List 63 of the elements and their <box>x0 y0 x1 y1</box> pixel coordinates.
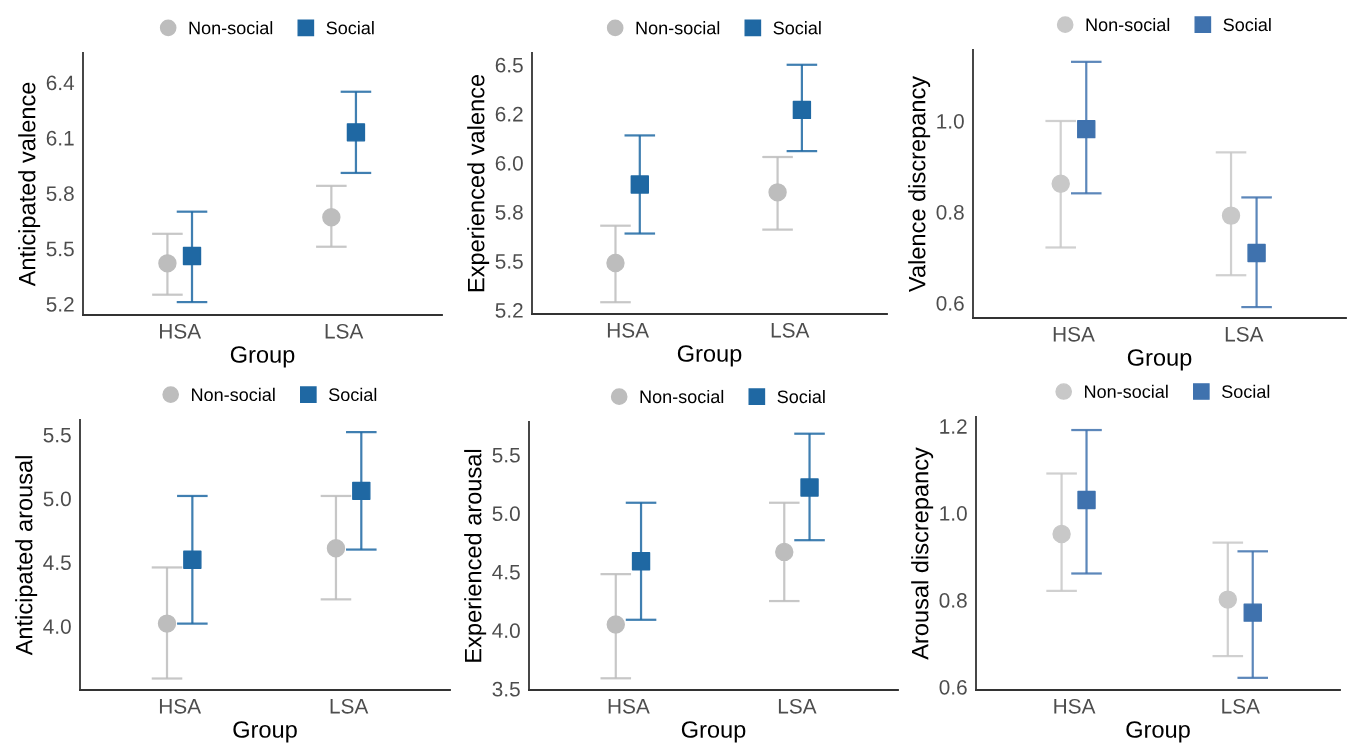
y-tick-label: 6.0 <box>495 155 523 171</box>
x-tick-label: LSA <box>778 698 817 714</box>
y-axis-title: Experienced arousal <box>464 449 487 662</box>
y-axis-title: Arousal discrepancy <box>911 447 934 660</box>
y-tick-label: 5.5 <box>495 254 523 269</box>
legend-label: Non-social <box>189 21 273 35</box>
y-axis-title: Anticipated arousal <box>15 456 38 656</box>
x-tick-label: HSA <box>1053 326 1095 342</box>
x-tick-label: HSA <box>159 698 202 714</box>
legend-label: Social <box>777 389 825 404</box>
y-tick-label: 4.0 <box>492 623 520 639</box>
y-tick-label: 5.8 <box>46 186 74 201</box>
legend-label: Social <box>326 21 374 35</box>
x-tick-label: LSA <box>325 323 364 339</box>
legend-label: Non-social <box>1086 17 1170 32</box>
x-axis-title: Group <box>681 721 746 743</box>
y-axis-title: Experienced valence <box>467 74 490 292</box>
y-tick-label: 6.2 <box>495 106 523 122</box>
legend-label: Social <box>1223 17 1271 32</box>
y-tick-label: 1.0 <box>940 506 967 521</box>
legend-label: Non-social <box>192 387 275 402</box>
x-tick-label: LSA <box>330 698 369 714</box>
y-tick-label: 3.5 <box>492 681 520 697</box>
x-axis-title: Group <box>1126 721 1190 743</box>
x-tick-label: LSA <box>1225 326 1264 342</box>
y-tick-label: 6.1 <box>46 130 74 146</box>
x-axis-title: Group <box>230 346 295 368</box>
x-tick-label: HSA <box>607 322 650 338</box>
legend-label: Non-social <box>1085 384 1168 399</box>
y-tick-label: 5.0 <box>43 491 71 507</box>
y-tick-label: 5.5 <box>492 447 520 463</box>
y-tick-label: 5.0 <box>492 506 520 522</box>
x-tick-label: LSA <box>771 322 810 338</box>
y-tick-label: 4.5 <box>43 555 71 571</box>
y-tick-label: 5.2 <box>46 296 74 312</box>
y-tick-label: 6.5 <box>495 57 523 73</box>
y-tick-label: 0.6 <box>936 295 964 311</box>
y-tick-label: 5.2 <box>495 303 523 318</box>
x-tick-label: HSA <box>1054 698 1096 714</box>
x-tick-label: HSA <box>608 698 650 714</box>
x-tick-label: HSA <box>160 323 202 339</box>
y-tick-label: 5.8 <box>495 204 523 220</box>
y-tick-label: 4.5 <box>492 565 520 580</box>
x-axis-title: Group <box>677 345 742 367</box>
legend-label: Social <box>1222 384 1270 399</box>
x-axis-title: Group <box>233 721 297 743</box>
y-tick-label: 0.8 <box>939 593 967 608</box>
legend-label: Social <box>329 387 377 402</box>
x-tick-label: LSA <box>1222 698 1260 714</box>
y-tick-label: 0.6 <box>939 679 967 695</box>
y-axis-title: Valence discrepancy <box>908 75 931 292</box>
x-axis-title: Group <box>1127 349 1192 371</box>
y-tick-label: 6.4 <box>46 75 75 91</box>
legend-label: Social <box>773 21 821 35</box>
y-tick-label: 5.5 <box>46 241 74 257</box>
y-axis-title: Anticipated valence <box>18 82 41 287</box>
legend-label: Non-social <box>636 21 720 35</box>
y-tick-label: 1.2 <box>940 419 967 434</box>
y-tick-label: 5.5 <box>43 427 71 443</box>
y-tick-label: 0.8 <box>936 204 964 220</box>
legend-label: Non-social <box>640 389 724 404</box>
y-tick-label: 4.0 <box>43 619 71 634</box>
y-tick-label: 1.0 <box>937 113 964 129</box>
